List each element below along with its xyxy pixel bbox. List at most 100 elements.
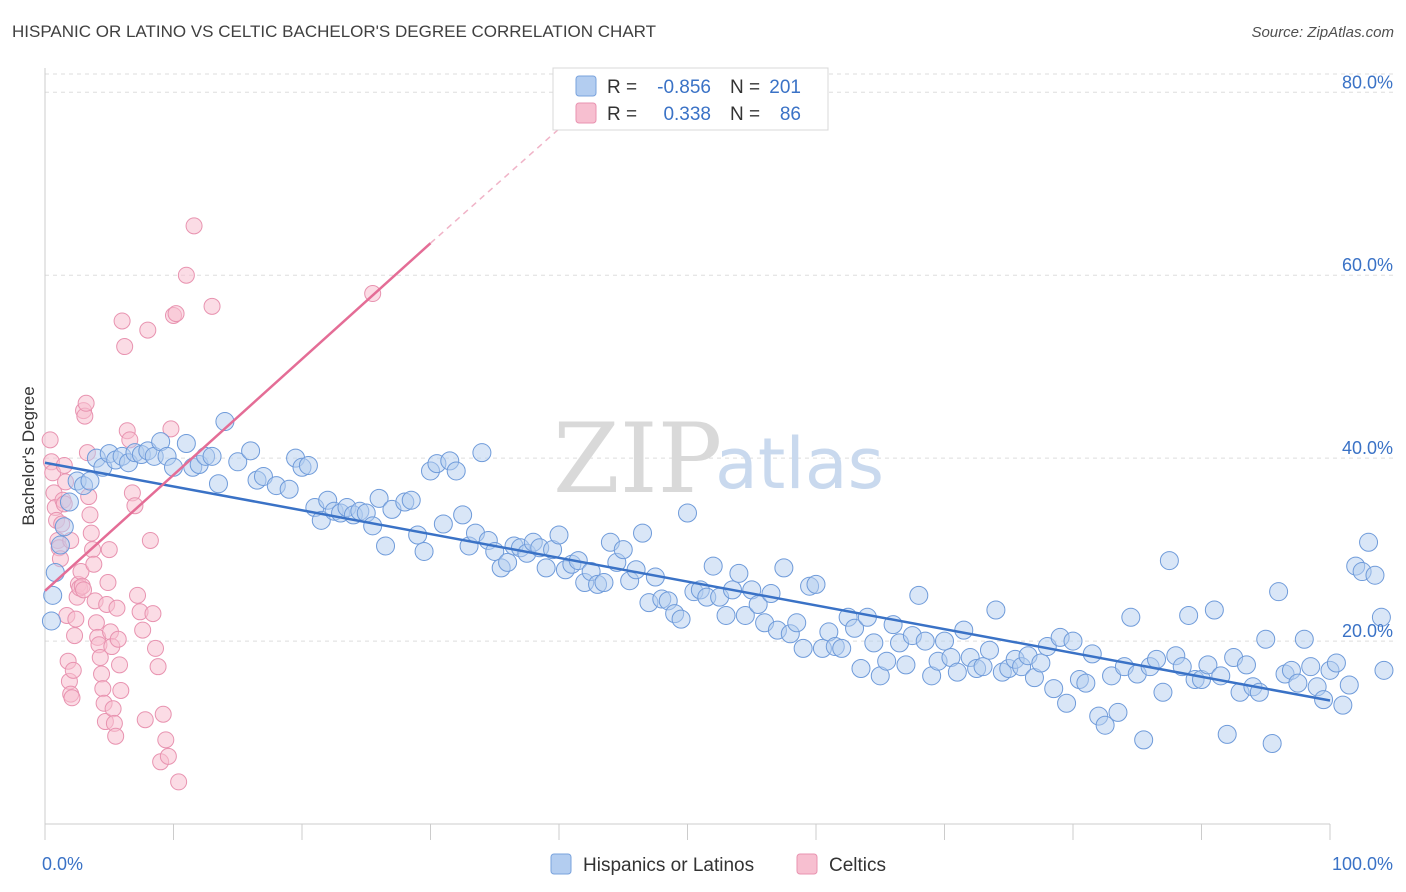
hispanics-point-54 bbox=[414, 541, 434, 561]
celtics-point-18 bbox=[64, 661, 82, 679]
hispanics-point-150 bbox=[1031, 653, 1051, 673]
hispanics-point-22 bbox=[176, 434, 196, 454]
celtics-point-62 bbox=[129, 586, 147, 604]
celtics-point-34 bbox=[85, 555, 103, 573]
celtics-point-32 bbox=[82, 524, 100, 542]
celtics-point-51 bbox=[107, 727, 125, 745]
stats-legend-r-label-1: R = bbox=[607, 77, 637, 98]
celtics-point-53 bbox=[109, 630, 127, 648]
grid-lines bbox=[45, 73, 1393, 642]
y-tick-label-1: 40.0% bbox=[1342, 438, 1393, 458]
watermark-atlas: atlas bbox=[715, 423, 884, 505]
trend-line-hispanics bbox=[44, 461, 1331, 702]
hispanics-point-176 bbox=[1198, 655, 1218, 675]
hispanics-point-204 bbox=[1374, 660, 1394, 680]
y-axis-label: Bachelor's Degree bbox=[19, 386, 38, 525]
hispanics-point-138 bbox=[954, 620, 974, 640]
celtics-point-55 bbox=[112, 681, 130, 699]
hispanics-point-27 bbox=[208, 474, 228, 494]
stats-legend-r-value-2: 0.338 bbox=[663, 104, 711, 125]
hispanics-point-202 bbox=[1365, 565, 1385, 585]
hispanics-point-124 bbox=[864, 633, 884, 653]
hispanics-point-4 bbox=[54, 517, 74, 537]
celtics-point-56 bbox=[113, 312, 131, 330]
hispanics-point-88 bbox=[633, 523, 653, 543]
y-tick-labels: 20.0% 40.0% 60.0% 80.0% bbox=[1342, 72, 1393, 641]
hispanics-point-57 bbox=[433, 514, 453, 534]
celtics-point-36 bbox=[87, 614, 105, 632]
hispanics-point-53 bbox=[408, 525, 428, 545]
hispanics-point-29 bbox=[228, 452, 248, 472]
x-tick-labels: 0.0% 100.0% bbox=[42, 854, 1393, 874]
y-tick-label-2: 60.0% bbox=[1342, 255, 1393, 275]
hispanics-point-101 bbox=[716, 605, 736, 625]
x-tick-label-0: 0.0% bbox=[42, 854, 83, 874]
hispanics-point-168 bbox=[1147, 649, 1167, 669]
hispanics-point-170 bbox=[1159, 551, 1179, 571]
hispanics-point-26 bbox=[202, 446, 222, 466]
hispanics-point-30 bbox=[241, 441, 261, 461]
hispanics-point-2 bbox=[45, 562, 65, 582]
hispanics-point-34 bbox=[279, 479, 299, 499]
stats-legend: R = -0.856 N = 201 R = 0.338 N = 86 bbox=[552, 67, 829, 131]
hispanics-point-121 bbox=[845, 618, 865, 638]
celtics-point-57 bbox=[116, 338, 134, 356]
hispanics-point-173 bbox=[1179, 605, 1199, 625]
hispanics-point-141 bbox=[973, 657, 993, 677]
stats-legend-box bbox=[552, 67, 829, 131]
celtics-point-70 bbox=[149, 658, 167, 676]
hispanics-point-119 bbox=[832, 638, 852, 658]
hispanics-point-0 bbox=[41, 611, 61, 631]
hispanics-point-131 bbox=[909, 585, 929, 605]
celtics-point-78 bbox=[170, 773, 188, 791]
hispanics-point-59 bbox=[446, 461, 466, 481]
celtics-point-19 bbox=[66, 627, 84, 645]
stats-legend-swatch-pink bbox=[575, 102, 597, 124]
trend-lines bbox=[44, 128, 1331, 702]
stats-legend-swatch-blue bbox=[575, 75, 597, 97]
hispanics-point-137 bbox=[947, 662, 967, 682]
celtics-point-80 bbox=[185, 217, 203, 235]
celtics-point-77 bbox=[167, 305, 185, 323]
y-tick-label-3: 80.0% bbox=[1342, 72, 1393, 92]
celtics-point-61 bbox=[126, 497, 144, 515]
hispanics-point-113 bbox=[793, 638, 813, 658]
celtics-point-39 bbox=[91, 649, 109, 667]
hispanics-point-52 bbox=[401, 490, 421, 510]
celtics-point-31 bbox=[81, 506, 99, 524]
hispanics-point-132 bbox=[915, 631, 935, 651]
hispanics-point-160 bbox=[1095, 715, 1115, 735]
hispanics-point-177 bbox=[1204, 600, 1224, 620]
stats-legend-n-label-2: N = bbox=[730, 104, 760, 125]
hispanics-point-67 bbox=[498, 552, 518, 572]
celtics-point-66 bbox=[139, 321, 157, 339]
celtics-point-54 bbox=[111, 656, 129, 674]
hispanics-point-73 bbox=[536, 558, 556, 578]
celtics-point-75 bbox=[162, 420, 180, 438]
hispanics-point-190 bbox=[1288, 673, 1308, 693]
hispanics-point-8 bbox=[80, 471, 100, 491]
hispanics-point-60 bbox=[453, 505, 473, 525]
hispanics-point-99 bbox=[703, 556, 723, 576]
hispanics-point-5 bbox=[59, 492, 79, 512]
celtics-point-65 bbox=[136, 711, 154, 729]
hispanics-point-155 bbox=[1063, 631, 1083, 651]
legend-swatch-hispanics bbox=[550, 853, 572, 875]
hispanics-point-143 bbox=[986, 600, 1006, 620]
celtics-point-40 bbox=[93, 665, 111, 683]
stats-legend-r-value-1: -0.856 bbox=[657, 77, 711, 98]
hispanics-point-126 bbox=[877, 651, 897, 671]
celtics-point-41 bbox=[94, 680, 112, 698]
hispanics-point-201 bbox=[1359, 532, 1379, 552]
hispanics-point-186 bbox=[1262, 734, 1282, 754]
hispanics-point-192 bbox=[1301, 657, 1321, 677]
hispanics-point-135 bbox=[935, 631, 954, 651]
hispanics-point-182 bbox=[1236, 655, 1256, 675]
hispanics-point-47 bbox=[363, 516, 383, 536]
celtics-point-73 bbox=[157, 731, 175, 749]
trend-line-celtics-extension bbox=[430, 128, 560, 244]
hispanics-point-48 bbox=[369, 488, 389, 508]
hispanics-point-122 bbox=[851, 659, 871, 679]
trend-line-celtics bbox=[44, 242, 432, 592]
hispanics-point-112 bbox=[787, 613, 807, 633]
